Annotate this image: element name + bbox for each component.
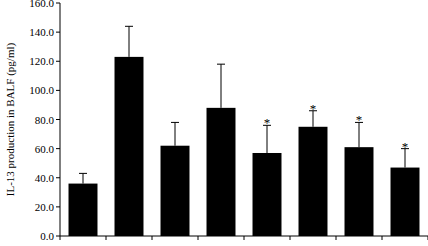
x-tick [382, 236, 383, 240]
y-tick-label: 160.0 [29, 0, 54, 9]
x-tick [60, 236, 61, 240]
error-bar [217, 64, 225, 108]
x-tick [106, 236, 107, 240]
bar [299, 127, 328, 236]
error-stem [175, 122, 176, 145]
x-tick [290, 236, 291, 240]
y-tick [56, 119, 60, 120]
y-tick-label: 100.0 [29, 84, 54, 96]
bar [207, 108, 236, 236]
y-axis-label: IL-13 production in BALF (pg/ml) [4, 42, 17, 196]
y-tick-label: 80.0 [35, 114, 55, 126]
y-tick-label: 140.0 [29, 26, 54, 38]
bar [115, 57, 144, 236]
bars [69, 26, 420, 236]
error-stem [83, 173, 84, 183]
annotation: * [356, 112, 363, 127]
bar [69, 184, 98, 236]
x-tick [336, 236, 337, 240]
bar [391, 168, 420, 236]
error-bar [171, 122, 179, 145]
bar [345, 147, 374, 236]
y-tick-label: 20.0 [35, 201, 55, 213]
error-cap [217, 64, 225, 65]
y-tick-label: 60.0 [35, 143, 55, 155]
y-tick [56, 3, 60, 4]
y-tick [56, 90, 60, 91]
y-tick [56, 236, 60, 237]
y-tick [56, 177, 60, 178]
y-tick [56, 148, 60, 149]
chart: 0.0 20.0 40.0 60.0 80.0 100.0 120.0 140.0 160.0 *… [0, 0, 428, 246]
y-axis [60, 3, 61, 236]
error-cap [171, 122, 179, 123]
y-tick-label: 40.0 [35, 172, 55, 184]
y-tick-label: 120.0 [29, 55, 54, 67]
annotation: * [264, 115, 271, 130]
error-cap [79, 173, 87, 174]
error-cap [125, 26, 133, 27]
y-tick [56, 32, 60, 33]
annotation: * [402, 139, 409, 154]
error-stem [129, 26, 130, 57]
bar [253, 153, 282, 236]
x-tick [152, 236, 153, 240]
y-tick-label: 0.0 [40, 230, 54, 242]
error-bar [79, 173, 87, 183]
bar [161, 146, 190, 236]
x-tick [198, 236, 199, 240]
annotation: * [310, 101, 317, 116]
x-tick [244, 236, 245, 240]
error-bar [125, 26, 133, 57]
y-tick [56, 206, 60, 207]
error-stem [221, 64, 222, 108]
y-tick [56, 61, 60, 62]
